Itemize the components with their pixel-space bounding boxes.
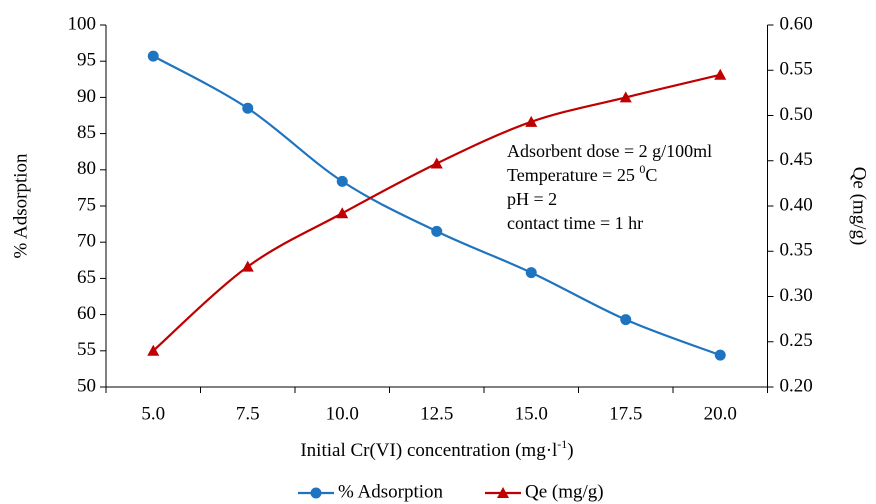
- y-tick-label: 75: [77, 194, 96, 215]
- marker: [242, 102, 254, 114]
- y-tick-label: 70: [77, 231, 96, 252]
- x-axis-label-text: Initial Cr(VI) concentration (mg·l: [300, 440, 557, 461]
- legend-item: Qe (mg/g): [485, 481, 604, 502]
- y-axis-label: % Adsorption: [10, 153, 31, 259]
- marker: [714, 68, 727, 80]
- marker: [525, 267, 537, 279]
- x-tick-label: 10.0: [326, 403, 359, 424]
- y2-tick-label: 0.45: [780, 149, 813, 170]
- annotation-end: C: [645, 165, 657, 185]
- annotation-sup: 0: [639, 162, 645, 176]
- x-tick-label: 20.0: [704, 403, 737, 424]
- annotation-text: Temperature = 25: [507, 165, 639, 185]
- annotation-text: contact time = 1 hr: [507, 213, 643, 233]
- y2-tick-label: 0.50: [780, 104, 813, 125]
- y2-tick-label: 0.60: [780, 13, 813, 34]
- y-tick-label: 55: [77, 339, 96, 360]
- y2-tick-label: 0.20: [780, 375, 813, 396]
- y-tick-label: 65: [77, 267, 96, 288]
- y-tick-label: 50: [77, 375, 96, 396]
- marker: [147, 50, 159, 62]
- annotation: contact time = 1 hr: [507, 213, 643, 233]
- x-axis-label-sup: -1: [557, 437, 567, 451]
- x-tick-label: 5.0: [141, 403, 165, 424]
- y2-tick-label: 0.55: [780, 59, 813, 80]
- x-tick-label: 7.5: [236, 403, 260, 424]
- marker: [619, 91, 632, 103]
- y-tick-label: 90: [77, 86, 96, 107]
- marker: [310, 487, 322, 499]
- x-axis-label-end: ): [567, 440, 573, 461]
- y2-tick-label: 0.25: [780, 330, 813, 351]
- annotation: Adsorbent dose = 2 g/100ml: [507, 141, 712, 161]
- x-tick-label: 12.5: [420, 403, 453, 424]
- y-tick-label: 100: [68, 13, 97, 34]
- y-tick-label: 60: [77, 303, 96, 324]
- y-tick-label: 95: [77, 50, 96, 71]
- y2-tick-label: 0.35: [780, 240, 813, 261]
- annotation: pH = 2: [507, 189, 557, 209]
- y2-axis-label: Qe (mg/g): [849, 167, 870, 246]
- series-line: [152, 55, 721, 357]
- marker: [525, 115, 538, 127]
- annotation-text: Adsorbent dose = 2 g/100ml: [507, 141, 712, 161]
- marker: [714, 349, 726, 361]
- legend-label: % Adsorption: [338, 481, 444, 502]
- marker: [147, 344, 160, 356]
- y-tick-label: 80: [77, 158, 96, 179]
- marker: [336, 175, 348, 187]
- y2-tick-label: 0.30: [780, 285, 813, 306]
- marker: [241, 260, 254, 272]
- marker: [430, 157, 443, 169]
- x-tick-label: 17.5: [609, 403, 642, 424]
- y2-tick-label: 0.40: [780, 194, 813, 215]
- annotation: Temperature = 25 0C: [507, 162, 657, 185]
- marker: [431, 225, 443, 237]
- annotation-text: pH = 2: [507, 189, 557, 209]
- x-tick-label: 15.0: [515, 403, 548, 424]
- legend-item: % Adsorption: [298, 481, 444, 502]
- marker: [497, 487, 509, 498]
- marker: [336, 207, 349, 219]
- x-axis-label: Initial Cr(VI) concentration (mg·l-1): [300, 437, 573, 462]
- marker: [620, 314, 632, 326]
- y-tick-label: 85: [77, 122, 96, 143]
- legend-label: Qe (mg/g): [525, 481, 604, 502]
